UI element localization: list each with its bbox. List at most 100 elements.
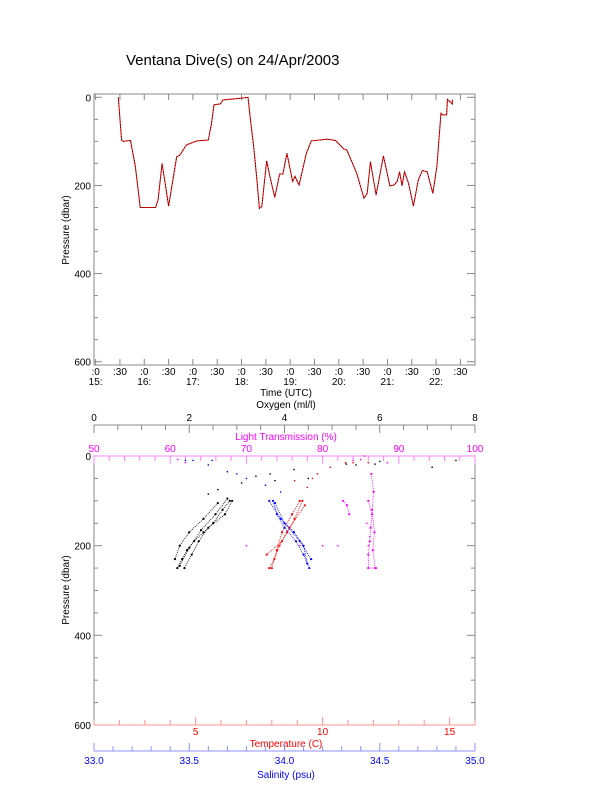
temperature-point [367, 461, 370, 464]
oxygen-point [374, 463, 376, 465]
x-tick-label-hour: 21: [380, 377, 394, 388]
light-transmission-point [367, 566, 370, 570]
salinity-point [302, 553, 305, 556]
oxygen-point [293, 468, 295, 471]
y-tick-label: 400 [74, 631, 91, 642]
x-tick-label-minute: :30 [453, 367, 467, 378]
oxygen-point [216, 501, 219, 505]
salinity-point [302, 544, 305, 547]
y-tick-label: 400 [74, 270, 91, 281]
pressure-trace [117, 96, 453, 210]
light-transmission-point [373, 531, 376, 534]
y-tick-label: 0 [85, 93, 91, 104]
temperature-point [280, 531, 284, 534]
oxygen-point [214, 513, 217, 516]
oxygen-point [240, 482, 243, 484]
x-tick-label-minute: :0 [237, 367, 246, 378]
light-transmission-point [371, 549, 374, 552]
temperature-point [280, 540, 284, 543]
light-transmission-cast-line [367, 500, 376, 569]
temperature-point [316, 473, 319, 475]
light-transmission-tick-label: 90 [393, 444, 405, 455]
temperature-point [278, 544, 281, 547]
salinity-cast-line [274, 502, 312, 560]
salinity-tick-label: 34.5 [370, 756, 390, 767]
oxygen-point [181, 558, 184, 561]
light-transmission-point [367, 553, 370, 556]
light-transmission-tick-label: 80 [317, 444, 329, 455]
light-transmission-axis-label: Light Transmission (%) [235, 432, 337, 443]
temperature-point [291, 513, 294, 516]
oxygen-point [202, 517, 205, 520]
light-transmission-point [298, 544, 301, 547]
oxygen-point [221, 508, 224, 511]
pressure-time-chart: Pressure (dbar) Time (UTC) 0200400600:01… [61, 93, 476, 399]
light-transmission-point [370, 472, 373, 476]
x-tick-label-minute: :0 [383, 367, 392, 378]
oxygen-tick-label: 2 [186, 413, 192, 424]
salinity-point [245, 477, 248, 480]
oxygen-point [378, 460, 381, 463]
light-transmission-tick-label: 50 [88, 444, 100, 455]
salinity-tick-label: 34.0 [275, 756, 295, 767]
temperature-point [275, 549, 278, 552]
x-tick-label-minute: :30 [113, 367, 127, 378]
y-tick-label: 200 [74, 542, 91, 553]
salinity-tick-label: 33.5 [180, 756, 200, 767]
oxygen-tick-label: 8 [472, 413, 478, 424]
oxygen-point [307, 477, 310, 480]
oxygen-point [226, 497, 229, 500]
oxygen-point [185, 549, 188, 552]
light-transmission-tick-label: 100 [467, 444, 484, 455]
oxygen-axis-label: Oxygen (ml/l) [256, 400, 315, 411]
salinity-point [279, 491, 282, 493]
x-tick-label-minute: :0 [140, 367, 149, 378]
oxygen-point [345, 463, 348, 465]
x-tick-label-hour: 22: [429, 377, 443, 388]
top-plot-frame [93, 93, 476, 366]
temperature-tick-label: 10 [317, 727, 329, 738]
top-y-axis-label: Pressure (dbar) [61, 195, 72, 264]
light-transmission-point [372, 490, 375, 493]
y-tick-label: 200 [74, 181, 91, 192]
x-tick-label-hour: 19: [283, 377, 297, 388]
light-transmission-point [245, 544, 248, 547]
salinity-point [271, 499, 275, 502]
x-tick-label-hour: 20: [332, 377, 346, 388]
temperature-tick-label: 15 [444, 727, 456, 738]
oxygen-point [217, 488, 219, 491]
oxygen-point [255, 475, 257, 477]
temperature-point [265, 553, 268, 556]
salinity-point [268, 499, 271, 502]
bottom-plot-frame [93, 455, 476, 726]
oxygen-point [188, 531, 191, 534]
oxygen-cast-line [184, 500, 233, 569]
oxygen-point [269, 473, 272, 475]
x-tick-label-minute: :0 [286, 367, 295, 378]
light-transmission-cast-line [342, 500, 350, 515]
temperature-point [303, 504, 306, 507]
light-transmission-point [368, 540, 371, 543]
salinity-point [192, 459, 194, 462]
oxygen-point [223, 513, 227, 516]
temperature-point [298, 499, 301, 502]
oxygen-point [355, 464, 357, 466]
oxygen-point [190, 553, 193, 556]
light-transmission-point [367, 544, 370, 547]
temperature-point [344, 461, 347, 464]
light-transmission-point [342, 499, 345, 502]
x-tick-label-minute: :30 [210, 367, 224, 378]
oxygen-cast-line [176, 500, 231, 569]
oxygen-tick-label: 4 [282, 413, 288, 424]
salinity-point [264, 484, 267, 486]
light-transmission-point [359, 458, 362, 461]
salinity-cast-line [272, 500, 310, 569]
salinity-point [292, 531, 296, 534]
x-tick-label-minute: :30 [405, 367, 419, 378]
light-transmission-point [345, 504, 349, 507]
temperature-point [329, 466, 332, 469]
light-transmission-tick-label: 60 [165, 444, 177, 455]
salinity-point [226, 470, 229, 473]
salinity-cast-line [268, 500, 308, 564]
light-transmission-point [371, 508, 374, 511]
